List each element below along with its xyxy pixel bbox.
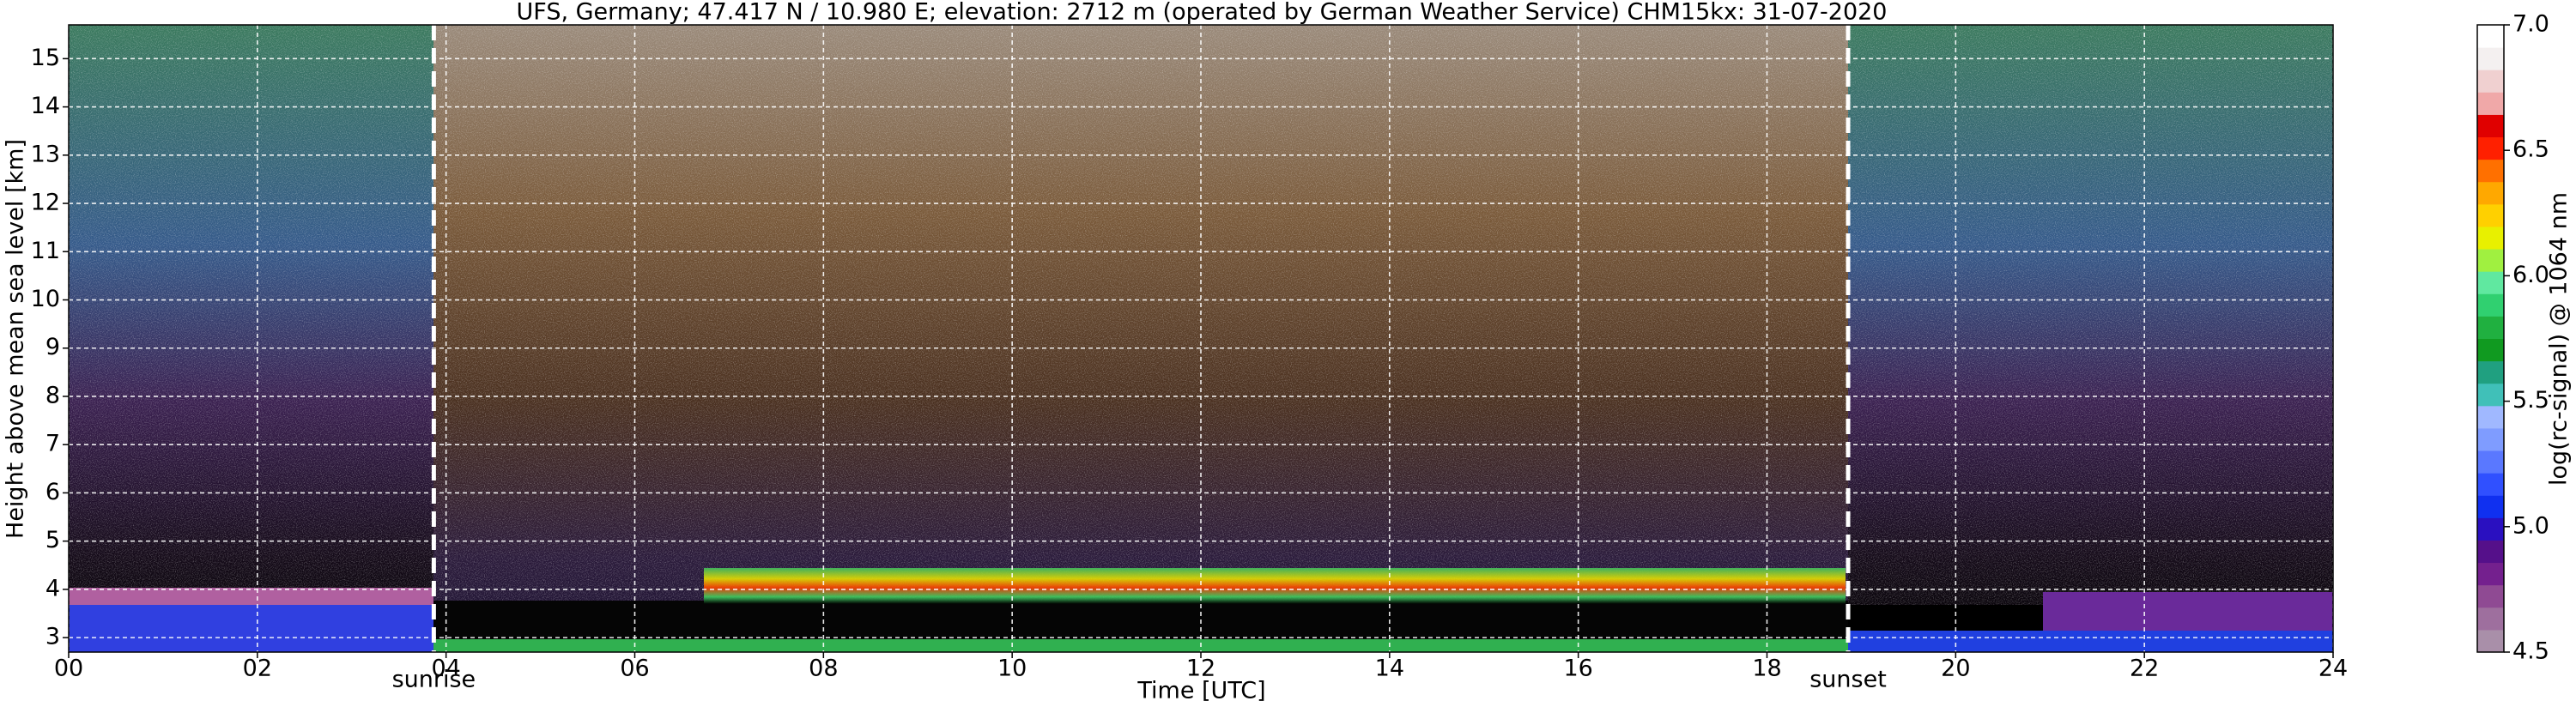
colorbar-swatch bbox=[2477, 159, 2504, 183]
colorbar-swatch bbox=[2477, 338, 2504, 362]
colorbar-tick-label: 4.5 bbox=[2512, 638, 2549, 665]
y-tick-label: 15 bbox=[31, 45, 60, 71]
y-tick-label: 3 bbox=[45, 624, 60, 650]
x-tick-label: 20 bbox=[1941, 656, 1970, 682]
x-tick-label: 04 bbox=[431, 656, 460, 682]
y-axis-label: Height above mean sea level [km] bbox=[3, 139, 29, 539]
y-tick-label: 10 bbox=[31, 286, 60, 312]
colorbar-swatch bbox=[2477, 181, 2504, 205]
colorbar-swatch bbox=[2477, 427, 2504, 451]
evening-low-layer bbox=[1848, 631, 2333, 652]
x-tick-label: 10 bbox=[997, 656, 1027, 682]
colorbar-swatch bbox=[2477, 203, 2504, 227]
colorbar-swatch bbox=[2477, 226, 2504, 250]
night-layer-low bbox=[69, 605, 433, 652]
annotation-label: sunset bbox=[1809, 667, 1887, 693]
x-tick-label: 18 bbox=[1752, 656, 1781, 682]
y-tick-label: 4 bbox=[45, 575, 60, 601]
colorbar-swatch bbox=[2477, 607, 2504, 631]
y-tick-label: 12 bbox=[31, 190, 60, 216]
x-tick-label: 14 bbox=[1375, 656, 1404, 682]
y-tick-label: 5 bbox=[45, 527, 60, 553]
colorbar-swatch bbox=[2477, 92, 2504, 115]
colorbar-swatch bbox=[2477, 114, 2504, 138]
colorbar-swatch bbox=[2477, 293, 2504, 317]
colorbar-swatch bbox=[2477, 517, 2504, 541]
x-tick-label: 06 bbox=[620, 656, 649, 682]
colorbar-swatch bbox=[2477, 69, 2504, 93]
colorbar-swatch bbox=[2477, 136, 2504, 160]
y-tick-label: 13 bbox=[31, 141, 60, 167]
x-tick-label: 12 bbox=[1186, 656, 1215, 682]
day-low-layer bbox=[433, 639, 1848, 652]
colorbar-swatch bbox=[2477, 383, 2504, 407]
y-tick-label: 11 bbox=[31, 238, 60, 264]
y-tick-label: 6 bbox=[45, 479, 60, 505]
colorbar-swatch bbox=[2477, 316, 2504, 339]
colorbar-swatch bbox=[2477, 584, 2504, 608]
x-tick-label: 02 bbox=[243, 656, 272, 682]
colorbar-tick-label: 7.0 bbox=[2512, 11, 2549, 38]
day-dark-layer bbox=[433, 601, 1848, 639]
night-layer bbox=[69, 588, 433, 605]
x-tick-label: 24 bbox=[2318, 656, 2348, 682]
colorbar-tick-label: 5.5 bbox=[2512, 387, 2549, 414]
colorbar-swatch bbox=[2477, 405, 2504, 429]
colorbar-tick-label: 5.0 bbox=[2512, 512, 2549, 539]
colorbar-tick-label: 6.0 bbox=[2512, 262, 2549, 288]
colorbar-swatch bbox=[2477, 540, 2504, 564]
x-tick-label: 16 bbox=[1563, 656, 1592, 682]
chart-title: UFS, Germany; 47.417 N / 10.980 E; eleva… bbox=[517, 0, 1888, 26]
colorbar-swatch bbox=[2477, 450, 2504, 474]
x-tick-label: 00 bbox=[54, 656, 83, 682]
x-tick-label: 08 bbox=[809, 656, 838, 682]
colorbar-swatch bbox=[2477, 360, 2504, 384]
colorbar-swatch bbox=[2477, 47, 2504, 70]
colorbar-swatch bbox=[2477, 473, 2504, 496]
y-tick-label: 9 bbox=[45, 334, 60, 360]
colorbar-swatch bbox=[2477, 271, 2504, 294]
annotation-label: sunrise bbox=[392, 667, 476, 693]
colorbar-frame bbox=[2476, 24, 2505, 653]
day-layer bbox=[704, 568, 1846, 604]
colorbar-swatch bbox=[2477, 629, 2504, 653]
evening-layer bbox=[2043, 592, 2333, 631]
x-tick-label: 22 bbox=[2130, 656, 2159, 682]
y-tick-label: 8 bbox=[45, 382, 60, 408]
colorbar-swatch bbox=[2477, 249, 2504, 272]
colorbar-swatch bbox=[2477, 25, 2504, 48]
y-tick-label: 14 bbox=[31, 93, 60, 119]
y-tick-label: 7 bbox=[45, 431, 60, 457]
colorbar-swatch bbox=[2477, 562, 2504, 586]
colorbar-swatch bbox=[2477, 495, 2504, 518]
x-axis-label: Time [UTC] bbox=[1136, 678, 1265, 704]
colorbar-tick-label: 6.5 bbox=[2512, 136, 2549, 163]
colorbar-label: log(rc-signal) @ 1064 nm bbox=[2546, 192, 2573, 486]
